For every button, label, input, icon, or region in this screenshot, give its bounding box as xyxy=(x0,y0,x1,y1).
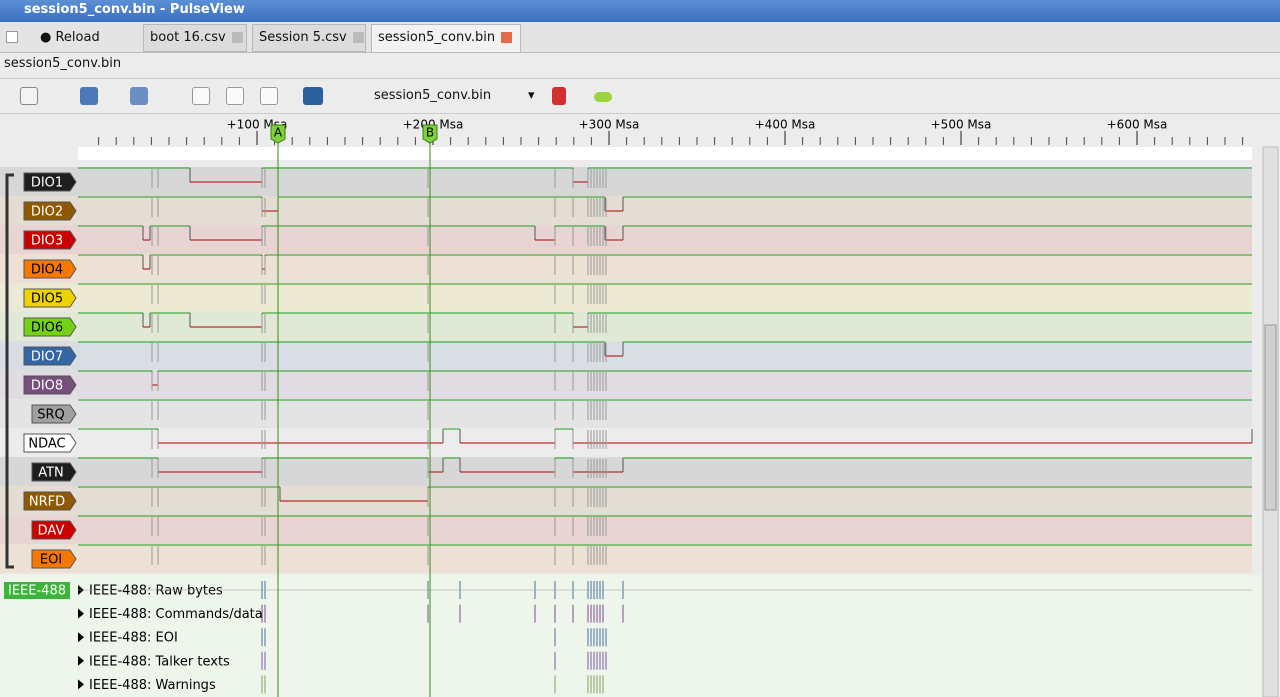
channel-label: DIO5 xyxy=(31,292,63,307)
zoom-out[interactable] xyxy=(226,87,244,105)
tab-close[interactable] xyxy=(231,32,243,43)
channel-label-tag xyxy=(31,462,77,482)
trace-band xyxy=(0,370,1252,399)
trace-band xyxy=(0,544,1252,573)
zoom-in[interactable] xyxy=(192,87,210,105)
channel-label-tag xyxy=(23,201,77,221)
expand-arrow[interactable] xyxy=(78,655,84,666)
ruler-label: +500 Msa xyxy=(931,118,992,132)
channel-label: DIO7 xyxy=(31,350,63,365)
title-bar: session5_conv.bin - PulseView xyxy=(0,0,1280,22)
trace-band xyxy=(0,167,1252,196)
decoder-row-label: IEEE-488: Warnings xyxy=(89,678,216,693)
trace-band xyxy=(0,486,1252,515)
tab-bar: ● Reload boot 16.csv Session 5.csv sessi… xyxy=(0,22,1280,53)
decoder-name: IEEE-488 xyxy=(8,584,66,599)
run-button[interactable] xyxy=(552,87,566,105)
checkbox[interactable] xyxy=(6,31,18,43)
trace-band xyxy=(0,515,1252,544)
trace-band xyxy=(0,399,1252,428)
ruler-label: +400 Msa xyxy=(755,118,816,132)
channel-label: DIO3 xyxy=(31,234,63,249)
channel-label: SRQ xyxy=(37,408,65,423)
trace-band xyxy=(0,312,1252,341)
cursor-button[interactable] xyxy=(303,87,323,105)
trace-band xyxy=(0,254,1252,283)
decoder-button[interactable] xyxy=(594,92,612,102)
channel-label: NRFD xyxy=(29,495,65,510)
reload-label: Reload xyxy=(55,30,100,45)
channel-label: DIO2 xyxy=(31,205,63,220)
channel-label: EOI xyxy=(40,553,62,568)
expand-arrow[interactable] xyxy=(78,632,84,643)
new-button[interactable] xyxy=(20,87,38,105)
decoder-row-label: IEEE-488: Raw bytes xyxy=(89,584,223,599)
channel-label: DAV xyxy=(38,524,65,539)
device-selector[interactable]: session5_conv.bin xyxy=(374,88,492,103)
open-button[interactable] xyxy=(80,87,98,105)
tab[interactable]: Session 5.csv xyxy=(252,24,366,52)
channel-label-tag xyxy=(23,288,77,308)
cursor-flag xyxy=(422,124,438,144)
tab-label: Session 5.csv xyxy=(259,30,347,45)
channel-label-tag xyxy=(23,317,77,337)
channel-label: DIO1 xyxy=(31,176,63,191)
ruler-gap xyxy=(78,147,1252,160)
decoder-row-label: IEEE-488: Talker texts xyxy=(89,654,230,669)
channel-label-tag xyxy=(31,520,77,540)
channel-label-tag xyxy=(23,172,77,192)
tab-close[interactable] xyxy=(501,32,513,43)
channel-label-tag xyxy=(31,404,77,424)
reload-button[interactable]: ● Reload xyxy=(40,30,100,45)
ruler-label: +600 Msa xyxy=(1107,118,1168,132)
channel-label: DIO4 xyxy=(31,263,63,278)
tab[interactable]: session5_conv.bin xyxy=(371,24,521,52)
tab-close[interactable] xyxy=(352,32,364,43)
tab[interactable]: boot 16.csv xyxy=(143,24,247,52)
scrollbar-thumb[interactable] xyxy=(1264,324,1277,511)
save-button[interactable] xyxy=(130,87,148,105)
session-label: session5_conv.bin xyxy=(4,56,122,71)
toolbar: session5_conv.bin ▾ xyxy=(0,78,1280,114)
trace-band xyxy=(0,341,1252,370)
channel-label-tag xyxy=(23,230,77,250)
tab-label: session5_conv.bin xyxy=(378,30,496,45)
decoder-tag xyxy=(4,582,70,599)
tab-label: boot 16.csv xyxy=(150,30,226,45)
expand-arrow[interactable] xyxy=(78,608,84,619)
dropdown-arrow[interactable]: ▾ xyxy=(528,88,535,103)
channel-label-tag xyxy=(31,549,77,569)
decoder-area xyxy=(0,575,1262,697)
trace-band xyxy=(0,196,1252,225)
window-title: session5_conv.bin - PulseView xyxy=(24,2,245,17)
ruler-label: +300 Msa xyxy=(579,118,640,132)
channel-label: NDAC xyxy=(28,437,65,452)
decoder-row-label: IEEE-488: Commands/data xyxy=(89,607,263,622)
trace-band xyxy=(0,225,1252,254)
channel-label-tag xyxy=(23,346,77,366)
zoom-fit[interactable] xyxy=(260,87,278,105)
channel-label: DIO6 xyxy=(31,321,63,336)
channel-label-tag xyxy=(23,375,77,395)
channel-label: DIO8 xyxy=(31,379,63,394)
channel-label-tag xyxy=(23,433,77,453)
decoder-row-label: IEEE-488: EOI xyxy=(89,631,178,646)
channel-label: ATN xyxy=(38,466,64,481)
cursor-label: B xyxy=(426,126,434,140)
trace-view: +100 Msa +200 Msa +300 Msa +400 Msa +500 Msa… xyxy=(0,115,1279,697)
group-bracket xyxy=(5,173,14,569)
trace-band xyxy=(0,283,1252,312)
cursor-flag xyxy=(270,124,286,144)
channel-label-tag xyxy=(23,259,77,279)
expand-arrow[interactable] xyxy=(78,679,84,690)
cursor-label: A xyxy=(274,126,283,140)
channel-label-tag xyxy=(23,491,77,511)
